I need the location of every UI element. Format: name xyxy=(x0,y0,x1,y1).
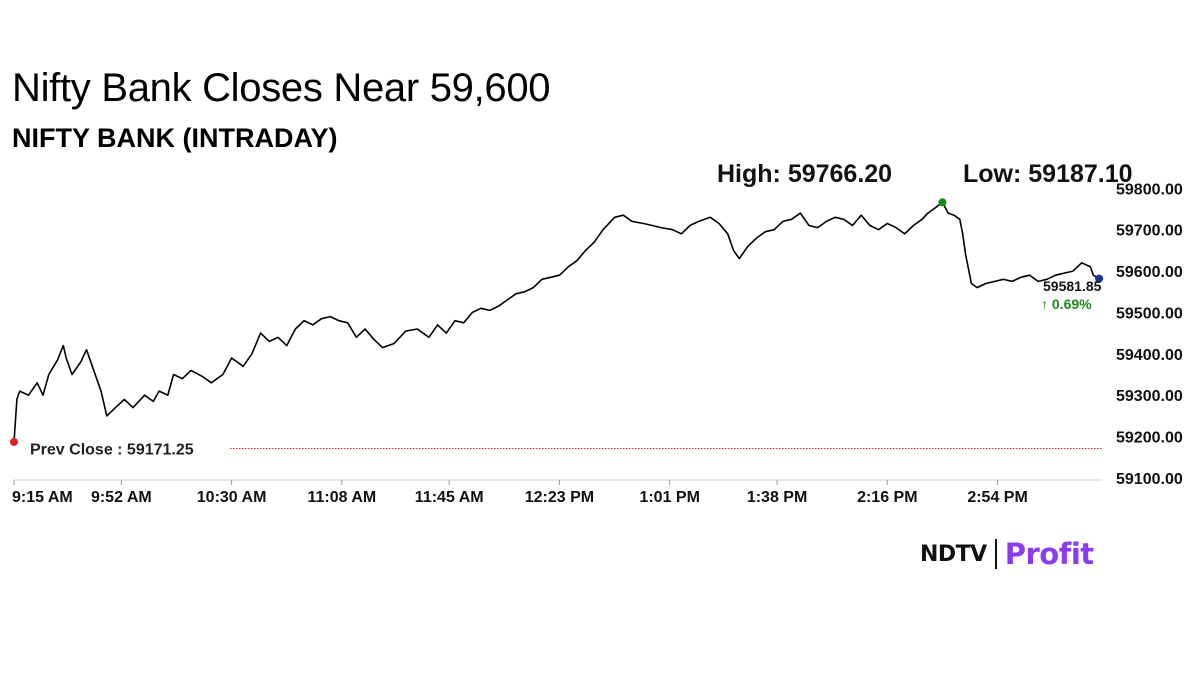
x-tick-label: 11:08 AM xyxy=(307,489,376,506)
x-tick-label: 1:01 PM xyxy=(639,489,699,506)
high-label: High: 59766.20 xyxy=(717,160,892,188)
x-tick-label: 2:16 PM xyxy=(857,489,917,506)
x-axis: 9:15 AM 9:52 AM 10:30 AM 11:08 AM 11:45 AM 12… xyxy=(12,479,1102,506)
headline: Nifty Bank Closes Near 59,600 xyxy=(12,66,551,110)
profit-wordmark: Profit xyxy=(1004,537,1094,571)
x-tick-label: 11:45 AM xyxy=(415,489,484,506)
x-tick-label: 10:30 AM xyxy=(197,489,267,506)
x-tick-label: 2:54 PM xyxy=(967,489,1027,506)
y-tick-label: 59400.00 xyxy=(1116,347,1183,364)
change-label: ↑ 0.69% xyxy=(1041,296,1092,312)
ndtv-profit-logo: NDTV Profit xyxy=(920,534,1094,574)
x-tick-label: 12:23 PM xyxy=(525,489,594,506)
last-price-marker xyxy=(1095,274,1104,283)
y-tick-label: 59500.00 xyxy=(1116,305,1183,322)
y-tick-label: 59800.00 xyxy=(1116,181,1183,198)
prev-close-label: Prev Close : 59171.25 xyxy=(30,442,194,459)
y-axis: 59100.00 59200.00 59300.00 59400.00 59500.00… xyxy=(1116,181,1183,488)
ndtv-wordmark: NDTV xyxy=(920,541,987,567)
y-tick-label: 59700.00 xyxy=(1116,223,1183,240)
y-tick-label: 59100.00 xyxy=(1116,471,1183,488)
y-tick-label: 59200.00 xyxy=(1116,430,1183,447)
low-marker xyxy=(10,437,18,446)
logo-divider xyxy=(994,539,997,569)
price-line xyxy=(13,201,1100,443)
x-tick-label: 9:15 AM xyxy=(12,489,73,506)
x-tick-label: 1:38 PM xyxy=(747,489,807,506)
x-tick-label: 9:52 AM xyxy=(91,489,152,506)
high-marker xyxy=(938,198,947,207)
low-label: Low: 59187.10 xyxy=(963,160,1133,188)
last-value-label: 59581.85 xyxy=(1043,278,1102,294)
chart-title: NIFTY BANK (INTRADAY) xyxy=(12,123,338,153)
y-tick-label: 59600.00 xyxy=(1116,264,1183,281)
y-tick-label: 59300.00 xyxy=(1116,388,1183,405)
